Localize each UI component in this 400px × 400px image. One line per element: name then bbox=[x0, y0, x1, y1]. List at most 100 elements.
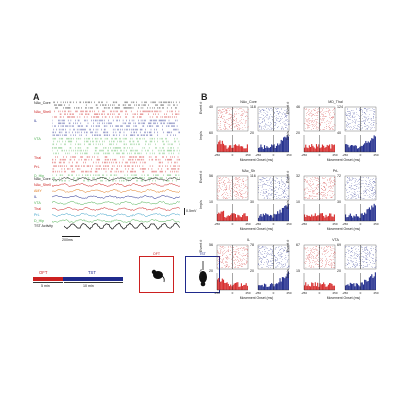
tick-label: 0 bbox=[360, 153, 362, 157]
tick-label: -250 bbox=[255, 222, 261, 226]
tick-label: -250 bbox=[255, 291, 261, 295]
spike-row bbox=[52, 119, 178, 127]
spike-row bbox=[52, 165, 180, 173]
oft-box-title: OFT bbox=[152, 252, 161, 256]
peth-histogram bbox=[258, 271, 289, 290]
raster-dots bbox=[345, 177, 377, 199]
oft-timeline-label: OFT bbox=[39, 270, 48, 275]
tick-label: -250 bbox=[214, 153, 220, 157]
tick-label: -250 bbox=[301, 291, 307, 295]
tick-label: -250 bbox=[255, 153, 261, 157]
tst-duration-label: 10 min bbox=[83, 284, 94, 288]
tick-label: 0 bbox=[232, 291, 234, 295]
lfp-trace-label: D_Hip bbox=[34, 219, 44, 223]
mouse-icon bbox=[151, 269, 165, 283]
y-label-rate: Imp/s bbox=[199, 131, 203, 140]
spike-unit-label: D_Hip bbox=[34, 173, 44, 178]
unit-cell: MD_Thal Event # Imp/s 46 124 20 40 -250 0 250 -250… bbox=[286, 100, 379, 169]
spike-row bbox=[52, 137, 180, 146]
spike-row bbox=[52, 110, 180, 118]
tick-label: 250 bbox=[332, 153, 337, 157]
tst-timeline-bar bbox=[63, 277, 123, 281]
raster-dots bbox=[304, 108, 336, 130]
tick-label: 250 bbox=[286, 153, 291, 157]
y-label-rate: Imp/s bbox=[286, 131, 290, 140]
panel-b-grid: NAc_Core Event # Imp/s 40 118 60 20 -250 0 250 -25… bbox=[199, 100, 380, 308]
spike-unit-label: NAc_Core bbox=[34, 101, 51, 105]
lfp-trace-label: AMY bbox=[34, 189, 42, 193]
tick-label: 0 bbox=[273, 153, 275, 157]
raster-dots bbox=[217, 177, 249, 199]
peth-histogram bbox=[304, 282, 335, 290]
unit-title: PrL bbox=[332, 169, 339, 173]
tick-label: -250 bbox=[214, 222, 220, 226]
unit-title: NAc_Sh bbox=[241, 169, 256, 173]
lfp-trace bbox=[52, 176, 180, 182]
blue-rate-max: 20 bbox=[250, 269, 254, 273]
x-axis-title: Movement Onset (ms) bbox=[240, 296, 274, 300]
tick-label: 250 bbox=[373, 153, 378, 157]
session-timeline: OFT TST 5 min 10 min bbox=[33, 270, 123, 300]
tick-label: 0 bbox=[360, 222, 362, 226]
tick-label: 0 bbox=[319, 291, 321, 295]
oft-condition-box: OFT bbox=[139, 252, 174, 293]
lfp-trace bbox=[52, 212, 180, 218]
lfp-trace-label: NAc_Shell bbox=[34, 183, 51, 187]
time-scale-bar bbox=[62, 236, 80, 237]
peth-histogram bbox=[345, 135, 376, 152]
lfp-trace-label: VTA bbox=[34, 201, 41, 205]
activity-trace-line bbox=[64, 222, 180, 230]
red-event-count: 46 bbox=[296, 105, 300, 109]
raster-dots bbox=[345, 108, 377, 130]
raster-dots bbox=[217, 108, 249, 130]
tst-box-title: TST bbox=[199, 252, 206, 256]
red-rate-max: 60 bbox=[209, 131, 213, 135]
peth-histogram bbox=[258, 204, 289, 221]
red-rate-max: 10 bbox=[296, 200, 300, 204]
peth-histogram bbox=[345, 203, 376, 221]
panel-a-traces: NAc_Core NAc_Shell IL VTA Thal PrL D_Hip NAc_C… bbox=[20, 100, 196, 242]
y-label-events: Event # bbox=[286, 101, 290, 114]
lfp-trace-label: NAc_Core bbox=[34, 177, 51, 181]
blue-event-count: 72 bbox=[337, 174, 341, 178]
tick-label: 0 bbox=[319, 222, 321, 226]
tst-timeline-label: TST bbox=[88, 270, 96, 275]
voltage-scale-bar bbox=[184, 208, 185, 215]
lfp-trace bbox=[52, 182, 180, 188]
red-rate-max: 15 bbox=[296, 269, 300, 273]
tick-label: -250 bbox=[301, 222, 307, 226]
unit-cell: VTA Event # Imp/s 67 69 15 20 -250 0 250 -250 0 250 M… bbox=[286, 238, 379, 307]
peth-histogram bbox=[304, 213, 335, 221]
y-label-rate: Imp/s bbox=[286, 269, 290, 278]
spike-unit-label: NAc_Shell bbox=[34, 110, 51, 115]
unit-cell: PrL Event # Imp/s 32 72 10 30 -250 0 250 -250 0 250 M… bbox=[286, 169, 379, 238]
tick-label: 0 bbox=[232, 153, 234, 157]
panel-b-letter: B bbox=[201, 92, 208, 102]
spike-row bbox=[52, 128, 180, 136]
peth-histogram bbox=[217, 278, 248, 290]
lfp-traces bbox=[52, 176, 180, 223]
lfp-trace bbox=[52, 188, 180, 194]
red-event-count: 67 bbox=[296, 243, 300, 247]
oft-timeline-bar bbox=[33, 277, 63, 281]
spike-unit-label: PrL bbox=[34, 164, 40, 169]
red-event-count: 56 bbox=[209, 243, 213, 247]
tick-label: 250 bbox=[286, 222, 291, 226]
blue-rate-max: 30 bbox=[337, 200, 341, 204]
y-label-rate: Imp/s bbox=[286, 200, 290, 209]
blue-event-count: 69 bbox=[337, 243, 341, 247]
unit-title: NAc_Core bbox=[240, 100, 257, 104]
tst-condition-box: TST bbox=[185, 252, 220, 293]
spike-row bbox=[52, 147, 180, 155]
tick-label: 250 bbox=[373, 222, 378, 226]
hanging-mouse-icon bbox=[199, 261, 207, 287]
y-label-events: Event # bbox=[286, 239, 290, 252]
panel-a-letter: A bbox=[33, 92, 40, 102]
oft-duration-label: 5 min bbox=[41, 284, 50, 288]
lfp-trace-label: IL bbox=[34, 195, 37, 199]
spike-unit-label: IL bbox=[34, 119, 37, 124]
lfp-trace-label: PrL bbox=[34, 213, 40, 217]
blue-event-count: 124 bbox=[337, 105, 343, 109]
